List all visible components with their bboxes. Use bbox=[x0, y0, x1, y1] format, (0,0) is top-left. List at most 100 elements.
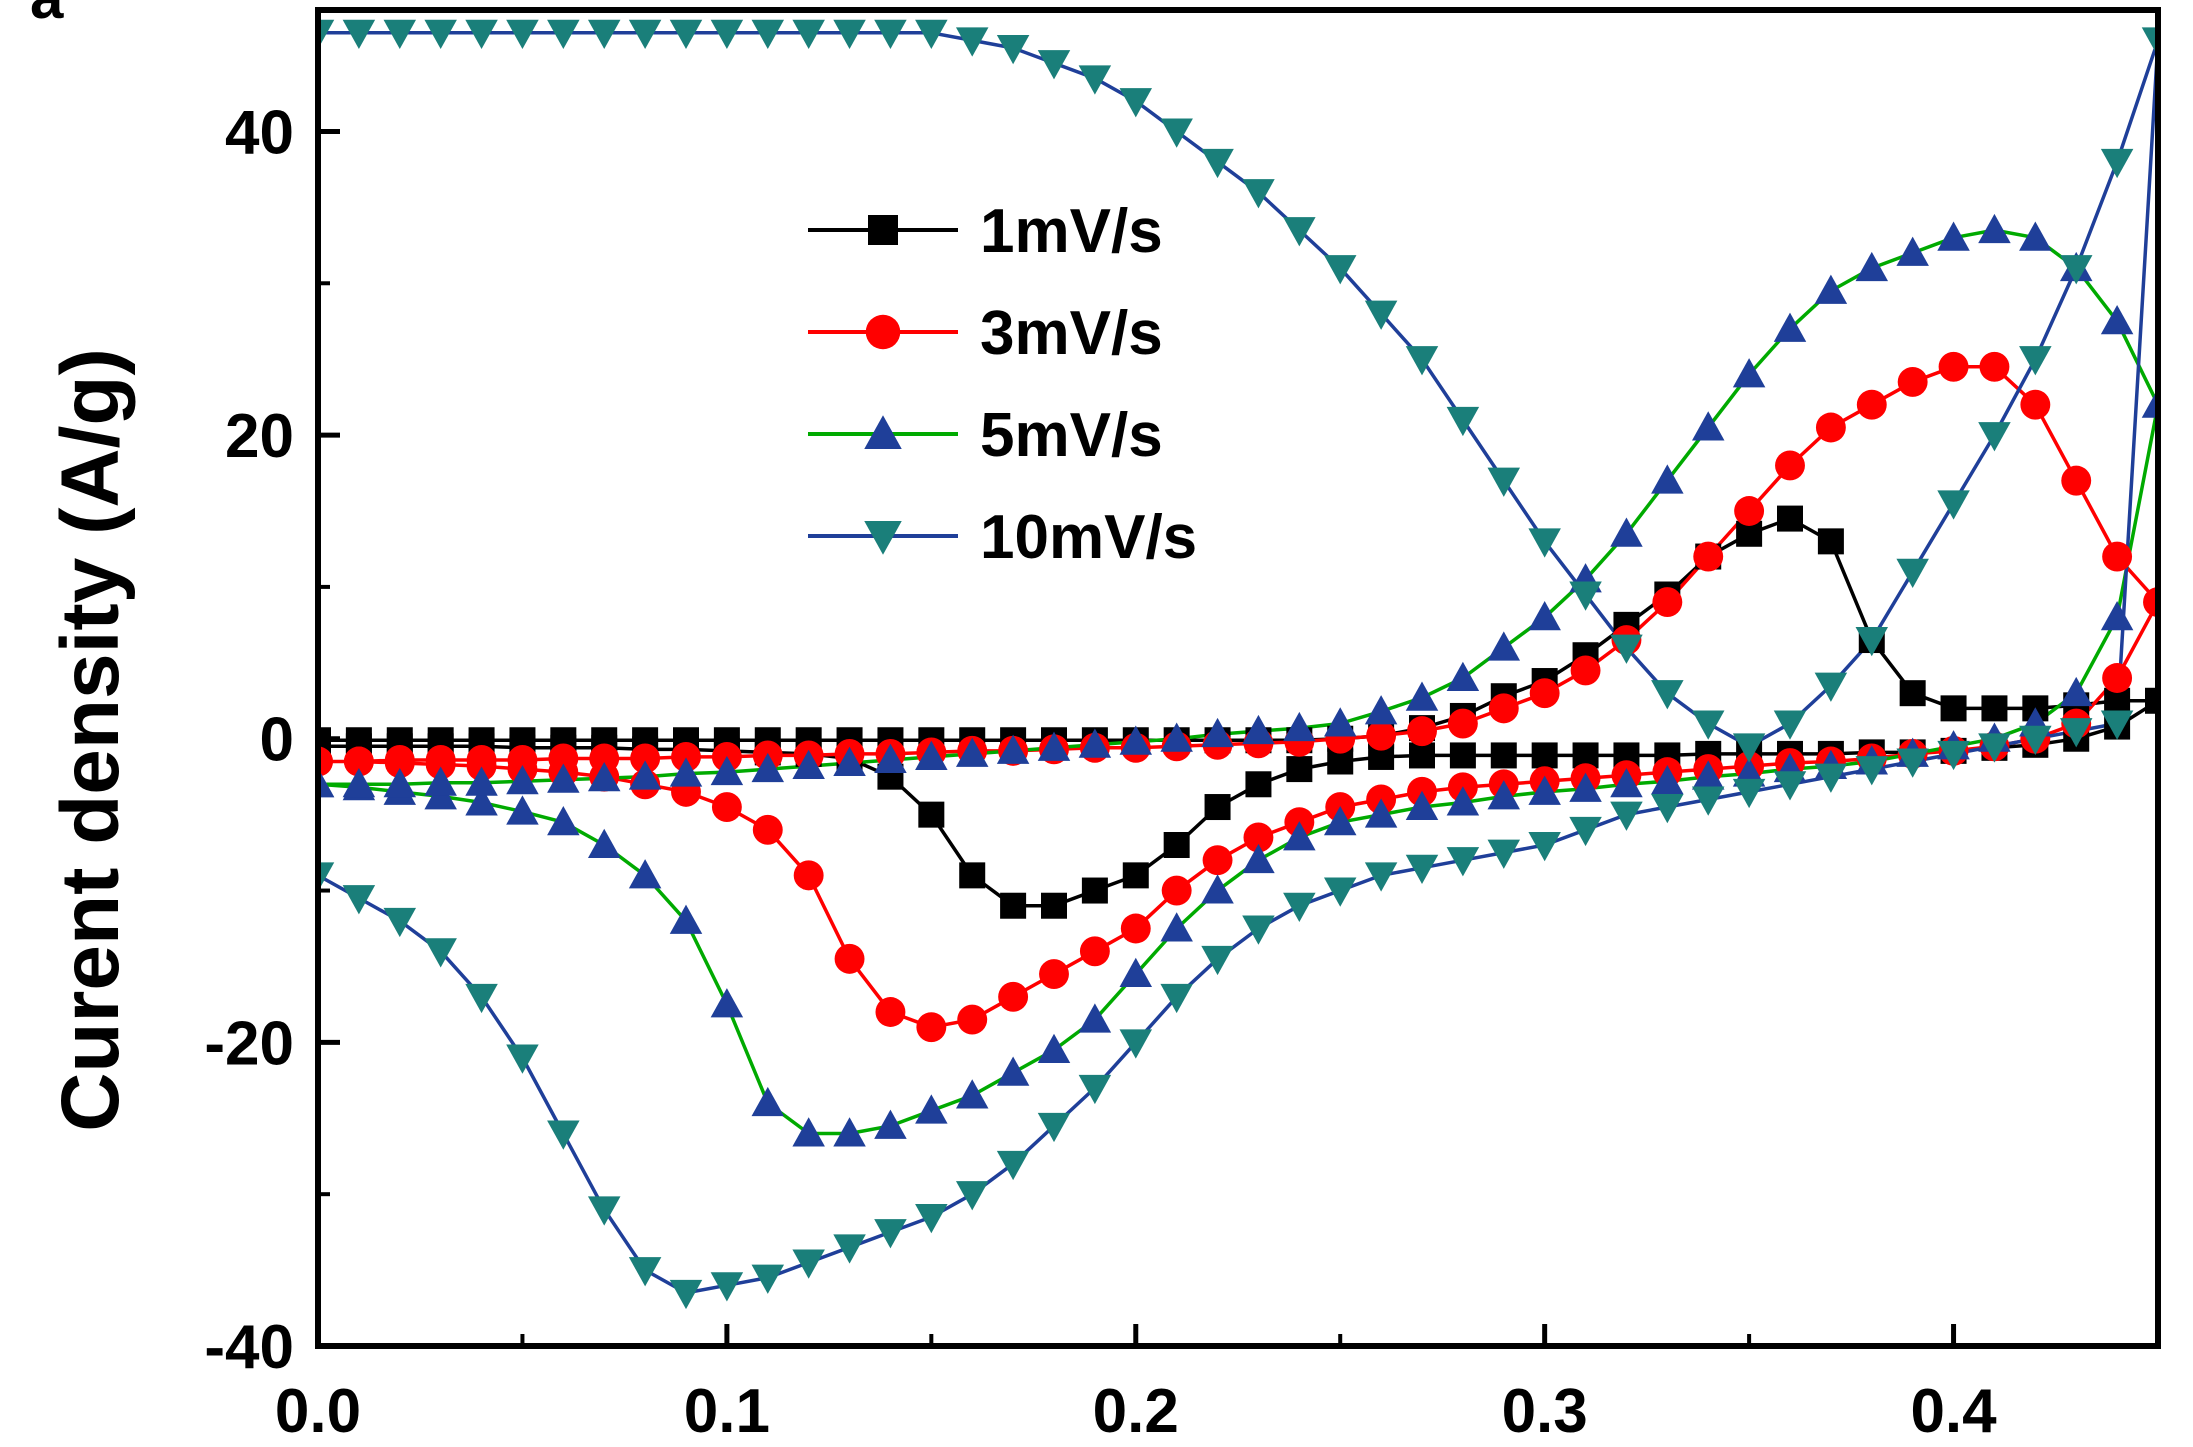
data-point bbox=[1449, 742, 1476, 769]
data-point bbox=[874, 743, 907, 773]
data-point bbox=[318, 746, 333, 777]
data-point bbox=[1528, 601, 1561, 631]
y-tick-label: 20 bbox=[225, 402, 294, 471]
data-point bbox=[1037, 1033, 1071, 1063]
data-point bbox=[1569, 772, 1602, 802]
data-point bbox=[1732, 733, 1766, 763]
data-point bbox=[1242, 915, 1275, 945]
data-point bbox=[628, 760, 662, 790]
data-point bbox=[1978, 213, 2011, 244]
data-point bbox=[547, 19, 580, 50]
data-point bbox=[915, 1203, 948, 1234]
data-point bbox=[918, 801, 945, 828]
data-point bbox=[2100, 148, 2134, 179]
data-point bbox=[833, 1117, 866, 1147]
data-point bbox=[1610, 634, 1643, 664]
data-point bbox=[1732, 778, 1766, 809]
data-point bbox=[1283, 217, 1316, 247]
data-point bbox=[424, 19, 457, 50]
data-point bbox=[1899, 680, 1926, 707]
data-point bbox=[1078, 65, 1112, 95]
data-point bbox=[833, 1234, 866, 1264]
data-point bbox=[710, 1272, 744, 1302]
data-point bbox=[1777, 505, 1803, 532]
data-point bbox=[1570, 655, 1601, 686]
data-point bbox=[1814, 274, 1848, 304]
data-point bbox=[1446, 847, 1480, 877]
data-point bbox=[628, 859, 662, 889]
data-point bbox=[318, 862, 335, 892]
data-point bbox=[998, 981, 1029, 1012]
data-point bbox=[506, 795, 539, 825]
data-point bbox=[1283, 711, 1316, 742]
data-point bbox=[996, 734, 1030, 764]
data-point bbox=[1732, 358, 1766, 388]
data-point bbox=[2100, 710, 2134, 740]
data-point bbox=[1691, 411, 1725, 441]
data-point bbox=[915, 740, 948, 770]
data-point bbox=[1407, 716, 1437, 747]
data-point bbox=[1775, 450, 1805, 481]
data-point bbox=[1039, 959, 1069, 989]
data-point bbox=[1078, 728, 1112, 758]
data-point bbox=[1000, 892, 1027, 919]
data-point bbox=[2102, 541, 2133, 572]
data-point bbox=[1201, 717, 1234, 748]
data-point bbox=[1204, 794, 1231, 821]
legend-marker bbox=[864, 521, 902, 555]
data-point bbox=[342, 885, 376, 915]
y-axis: -40 -20 0 20 40 bbox=[204, 98, 340, 1382]
data-point bbox=[1405, 681, 1439, 711]
data-point bbox=[628, 19, 662, 50]
data-point bbox=[1405, 790, 1439, 821]
data-point bbox=[1855, 756, 1889, 786]
data-point bbox=[1201, 874, 1234, 904]
data-point bbox=[1937, 490, 1970, 520]
data-point bbox=[2019, 221, 2052, 251]
data-point bbox=[1979, 351, 2010, 382]
data-point bbox=[792, 749, 825, 780]
data-point bbox=[1856, 389, 1887, 420]
data-point bbox=[710, 19, 744, 50]
data-point bbox=[318, 768, 335, 798]
data-point bbox=[465, 766, 498, 796]
data-point bbox=[751, 1086, 785, 1117]
x-tick-label: 0.0 bbox=[275, 1377, 361, 1442]
data-point bbox=[1323, 707, 1357, 737]
data-point bbox=[384, 745, 415, 775]
data-point bbox=[957, 1004, 988, 1035]
data-point bbox=[751, 19, 785, 50]
data-point bbox=[1691, 786, 1725, 816]
data-point bbox=[424, 766, 457, 796]
legend: 1mV/s 3mV/s 5mV/s 10mV/s bbox=[808, 197, 1197, 572]
data-point bbox=[1119, 957, 1153, 988]
data-point bbox=[2145, 687, 2158, 714]
data-point bbox=[547, 805, 580, 836]
data-point bbox=[2100, 304, 2134, 335]
data-point bbox=[342, 768, 376, 798]
data-point bbox=[1446, 786, 1480, 816]
data-point bbox=[1323, 877, 1357, 907]
data-point bbox=[915, 1094, 948, 1124]
data-point bbox=[916, 1012, 947, 1043]
data-point bbox=[343, 746, 374, 777]
data-point bbox=[465, 19, 498, 50]
data-point bbox=[1122, 862, 1149, 889]
data-point bbox=[1364, 798, 1398, 828]
data-point bbox=[792, 1249, 825, 1279]
data-point bbox=[318, 19, 335, 50]
data-point bbox=[1693, 541, 1724, 572]
data-point bbox=[2059, 255, 2093, 285]
data-point bbox=[834, 943, 865, 974]
data-point bbox=[383, 907, 417, 938]
data-point bbox=[547, 763, 580, 793]
data-point bbox=[833, 19, 866, 50]
data-point bbox=[1531, 742, 1558, 769]
data-point bbox=[1773, 771, 1807, 801]
data-point bbox=[1364, 695, 1398, 725]
data-point bbox=[1896, 748, 1929, 778]
data-point bbox=[2061, 465, 2092, 496]
data-point bbox=[1323, 805, 1357, 836]
data-point bbox=[1079, 936, 1110, 967]
data-point bbox=[1937, 221, 1970, 251]
